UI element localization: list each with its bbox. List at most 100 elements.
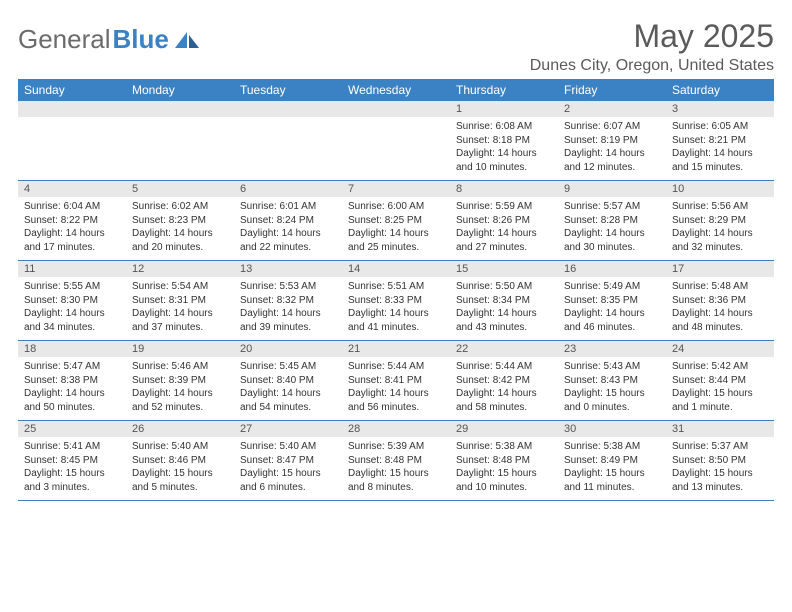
day-cell-30: 30Sunrise: 5:38 AMSunset: 8:49 PMDayligh…	[558, 421, 666, 501]
day-cell-11: 11Sunrise: 5:55 AMSunset: 8:30 PMDayligh…	[18, 261, 126, 341]
day-cell-1: 1Sunrise: 6:08 AMSunset: 8:18 PMDaylight…	[450, 101, 558, 181]
day-header-saturday: Saturday	[666, 79, 774, 101]
day-body: Sunrise: 5:41 AMSunset: 8:45 PMDaylight:…	[18, 437, 126, 500]
day-number: 28	[342, 421, 450, 437]
day-cell-31: 31Sunrise: 5:37 AMSunset: 8:50 PMDayligh…	[666, 421, 774, 501]
day-cell-13: 13Sunrise: 5:53 AMSunset: 8:32 PMDayligh…	[234, 261, 342, 341]
month-title: May 2025	[530, 18, 774, 55]
day-number: 23	[558, 341, 666, 357]
day-cell-8: 8Sunrise: 5:59 AMSunset: 8:26 PMDaylight…	[450, 181, 558, 261]
day-body: Sunrise: 5:59 AMSunset: 8:26 PMDaylight:…	[450, 197, 558, 260]
empty-cell	[234, 101, 342, 181]
day-body: Sunrise: 5:42 AMSunset: 8:44 PMDaylight:…	[666, 357, 774, 420]
day-body: Sunrise: 5:43 AMSunset: 8:43 PMDaylight:…	[558, 357, 666, 420]
day-cell-12: 12Sunrise: 5:54 AMSunset: 8:31 PMDayligh…	[126, 261, 234, 341]
day-number: 16	[558, 261, 666, 277]
day-number: 10	[666, 181, 774, 197]
day-cell-2: 2Sunrise: 6:07 AMSunset: 8:19 PMDaylight…	[558, 101, 666, 181]
day-cell-18: 18Sunrise: 5:47 AMSunset: 8:38 PMDayligh…	[18, 341, 126, 421]
empty-cell	[342, 101, 450, 181]
week-row: 18Sunrise: 5:47 AMSunset: 8:38 PMDayligh…	[18, 341, 774, 421]
day-number: 6	[234, 181, 342, 197]
day-number: 20	[234, 341, 342, 357]
day-header-sunday: Sunday	[18, 79, 126, 101]
day-body: Sunrise: 6:07 AMSunset: 8:19 PMDaylight:…	[558, 117, 666, 180]
day-body: Sunrise: 5:55 AMSunset: 8:30 PMDaylight:…	[18, 277, 126, 340]
day-cell-26: 26Sunrise: 5:40 AMSunset: 8:46 PMDayligh…	[126, 421, 234, 501]
empty-cell	[126, 101, 234, 181]
day-number: 1	[450, 101, 558, 117]
day-cell-4: 4Sunrise: 6:04 AMSunset: 8:22 PMDaylight…	[18, 181, 126, 261]
day-cell-24: 24Sunrise: 5:42 AMSunset: 8:44 PMDayligh…	[666, 341, 774, 421]
day-body: Sunrise: 5:40 AMSunset: 8:46 PMDaylight:…	[126, 437, 234, 500]
location: Dunes City, Oregon, United States	[530, 57, 774, 75]
week-row: 4Sunrise: 6:04 AMSunset: 8:22 PMDaylight…	[18, 181, 774, 261]
day-body: Sunrise: 5:51 AMSunset: 8:33 PMDaylight:…	[342, 277, 450, 340]
day-header-wednesday: Wednesday	[342, 79, 450, 101]
day-number: 8	[450, 181, 558, 197]
day-cell-20: 20Sunrise: 5:45 AMSunset: 8:40 PMDayligh…	[234, 341, 342, 421]
day-cell-3: 3Sunrise: 6:05 AMSunset: 8:21 PMDaylight…	[666, 101, 774, 181]
day-body: Sunrise: 5:45 AMSunset: 8:40 PMDaylight:…	[234, 357, 342, 420]
day-body: Sunrise: 5:46 AMSunset: 8:39 PMDaylight:…	[126, 357, 234, 420]
empty-cell	[18, 101, 126, 181]
day-body: Sunrise: 5:47 AMSunset: 8:38 PMDaylight:…	[18, 357, 126, 420]
day-number: 31	[666, 421, 774, 437]
day-body: Sunrise: 6:00 AMSunset: 8:25 PMDaylight:…	[342, 197, 450, 260]
day-body: Sunrise: 6:08 AMSunset: 8:18 PMDaylight:…	[450, 117, 558, 180]
day-cell-9: 9Sunrise: 5:57 AMSunset: 8:28 PMDaylight…	[558, 181, 666, 261]
day-cell-5: 5Sunrise: 6:02 AMSunset: 8:23 PMDaylight…	[126, 181, 234, 261]
header: GeneralBlue May 2025 Dunes City, Oregon,…	[18, 18, 774, 75]
day-body: Sunrise: 6:04 AMSunset: 8:22 PMDaylight:…	[18, 197, 126, 260]
day-number: 4	[18, 181, 126, 197]
day-header-monday: Monday	[126, 79, 234, 101]
day-body: Sunrise: 5:57 AMSunset: 8:28 PMDaylight:…	[558, 197, 666, 260]
day-header-thursday: Thursday	[450, 79, 558, 101]
day-cell-28: 28Sunrise: 5:39 AMSunset: 8:48 PMDayligh…	[342, 421, 450, 501]
day-number: 25	[18, 421, 126, 437]
day-number: 2	[558, 101, 666, 117]
day-number: 7	[342, 181, 450, 197]
day-body: Sunrise: 5:50 AMSunset: 8:34 PMDaylight:…	[450, 277, 558, 340]
day-cell-7: 7Sunrise: 6:00 AMSunset: 8:25 PMDaylight…	[342, 181, 450, 261]
week-row: 11Sunrise: 5:55 AMSunset: 8:30 PMDayligh…	[18, 261, 774, 341]
day-cell-27: 27Sunrise: 5:40 AMSunset: 8:47 PMDayligh…	[234, 421, 342, 501]
day-number: 21	[342, 341, 450, 357]
day-body: Sunrise: 5:48 AMSunset: 8:36 PMDaylight:…	[666, 277, 774, 340]
day-header-row: SundayMondayTuesdayWednesdayThursdayFrid…	[18, 79, 774, 101]
day-number: 11	[18, 261, 126, 277]
day-header-friday: Friday	[558, 79, 666, 101]
day-number: 18	[18, 341, 126, 357]
day-number: 26	[126, 421, 234, 437]
week-row: 25Sunrise: 5:41 AMSunset: 8:45 PMDayligh…	[18, 421, 774, 501]
day-cell-22: 22Sunrise: 5:44 AMSunset: 8:42 PMDayligh…	[450, 341, 558, 421]
day-body: Sunrise: 5:49 AMSunset: 8:35 PMDaylight:…	[558, 277, 666, 340]
day-body: Sunrise: 5:38 AMSunset: 8:49 PMDaylight:…	[558, 437, 666, 500]
day-cell-23: 23Sunrise: 5:43 AMSunset: 8:43 PMDayligh…	[558, 341, 666, 421]
day-cell-29: 29Sunrise: 5:38 AMSunset: 8:48 PMDayligh…	[450, 421, 558, 501]
day-number: 29	[450, 421, 558, 437]
day-body: Sunrise: 5:56 AMSunset: 8:29 PMDaylight:…	[666, 197, 774, 260]
day-body: Sunrise: 5:44 AMSunset: 8:41 PMDaylight:…	[342, 357, 450, 420]
day-number: 3	[666, 101, 774, 117]
day-body: Sunrise: 5:39 AMSunset: 8:48 PMDaylight:…	[342, 437, 450, 500]
sail-icon	[173, 30, 201, 50]
day-cell-6: 6Sunrise: 6:01 AMSunset: 8:24 PMDaylight…	[234, 181, 342, 261]
day-cell-14: 14Sunrise: 5:51 AMSunset: 8:33 PMDayligh…	[342, 261, 450, 341]
day-header-tuesday: Tuesday	[234, 79, 342, 101]
day-number: 15	[450, 261, 558, 277]
calendar: SundayMondayTuesdayWednesdayThursdayFrid…	[18, 79, 774, 501]
day-number: 17	[666, 261, 774, 277]
title-block: May 2025 Dunes City, Oregon, United Stat…	[530, 18, 774, 75]
day-number: 12	[126, 261, 234, 277]
day-cell-15: 15Sunrise: 5:50 AMSunset: 8:34 PMDayligh…	[450, 261, 558, 341]
day-body: Sunrise: 6:01 AMSunset: 8:24 PMDaylight:…	[234, 197, 342, 260]
day-number: 13	[234, 261, 342, 277]
day-body: Sunrise: 5:53 AMSunset: 8:32 PMDaylight:…	[234, 277, 342, 340]
logo: GeneralBlue	[18, 18, 201, 55]
day-number: 30	[558, 421, 666, 437]
day-cell-25: 25Sunrise: 5:41 AMSunset: 8:45 PMDayligh…	[18, 421, 126, 501]
day-number: 22	[450, 341, 558, 357]
logo-text-blue: Blue	[113, 24, 169, 55]
day-cell-10: 10Sunrise: 5:56 AMSunset: 8:29 PMDayligh…	[666, 181, 774, 261]
